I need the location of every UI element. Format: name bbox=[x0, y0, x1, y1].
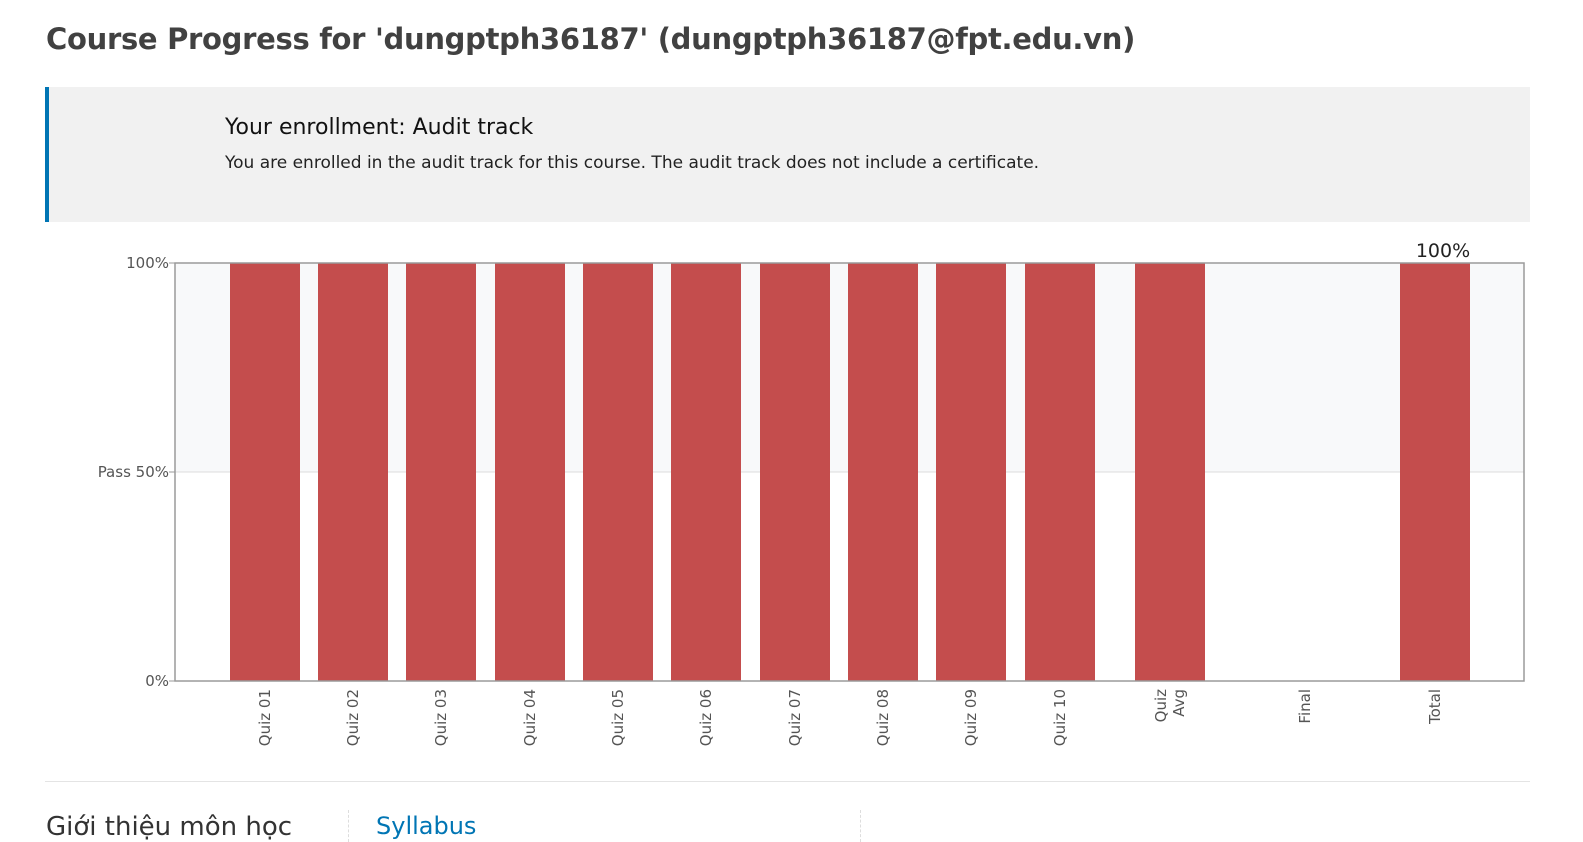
bar-quiz-01 bbox=[230, 263, 300, 681]
y-tick-label: Pass 50% bbox=[98, 463, 169, 481]
chart-bars bbox=[230, 263, 1470, 681]
x-tick-label: Total bbox=[1426, 689, 1444, 725]
x-tick-label: Quiz 07 bbox=[786, 689, 804, 746]
bar-quiz-02 bbox=[318, 263, 388, 681]
bar-quiz-06 bbox=[671, 263, 741, 681]
x-tick-quiz-06: Quiz 06 bbox=[697, 689, 715, 746]
x-tick-quiz-01: Quiz 01 bbox=[256, 689, 274, 746]
x-tick-quiz-10: Quiz 10 bbox=[1051, 689, 1069, 746]
bar-quiz-04 bbox=[495, 263, 565, 681]
bar-quiz-avg bbox=[1135, 263, 1205, 681]
y-axis-ticks: 100% Pass 50% 0% bbox=[98, 254, 175, 690]
bar-quiz-08 bbox=[848, 263, 918, 681]
x-tick-label: Quiz 05 bbox=[609, 689, 627, 746]
x-tick-label: Quiz 02 bbox=[344, 689, 362, 746]
x-tick-label: Quiz 09 bbox=[962, 689, 980, 746]
x-tick-quiz-05: Quiz 05 bbox=[609, 689, 627, 746]
x-axis-ticks: Quiz 01 Quiz 02 Quiz 03 Quiz 04 Quiz 05 Quiz … bbox=[256, 689, 1444, 746]
x-tick-quiz-09: Quiz 09 bbox=[962, 689, 980, 746]
x-tick-quiz-02: Quiz 02 bbox=[344, 689, 362, 746]
x-tick-label: Quiz 06 bbox=[697, 689, 715, 746]
section-divider bbox=[45, 781, 1530, 782]
x-tick-label: Quiz bbox=[1152, 689, 1170, 722]
x-tick-label: Final bbox=[1296, 689, 1314, 724]
x-tick-final: Final bbox=[1296, 689, 1314, 724]
bar-quiz-09 bbox=[936, 263, 1006, 681]
x-tick-label: Quiz 08 bbox=[874, 689, 892, 746]
bar-quiz-05 bbox=[583, 263, 653, 681]
x-tick-label: Quiz 01 bbox=[256, 689, 274, 746]
x-tick-quiz-avg: Quiz Avg bbox=[1152, 689, 1188, 722]
x-tick-label: Quiz 10 bbox=[1051, 689, 1069, 746]
x-tick-quiz-04: Quiz 04 bbox=[521, 689, 539, 746]
y-tick-label: 100% bbox=[126, 254, 169, 272]
bar-quiz-10 bbox=[1025, 263, 1095, 681]
enrollment-heading: Your enrollment: Audit track bbox=[225, 115, 534, 140]
syllabus-link[interactable]: Syllabus bbox=[376, 812, 477, 840]
bar-total bbox=[1400, 263, 1470, 681]
enrollment-message-box: Your enrollment: Audit track You are enr… bbox=[45, 87, 1530, 222]
x-tick-quiz-03: Quiz 03 bbox=[432, 689, 450, 746]
bar-quiz-07 bbox=[760, 263, 830, 681]
x-tick-total: Total bbox=[1426, 689, 1444, 725]
x-tick-label: Quiz 03 bbox=[432, 689, 450, 746]
enrollment-message: You are enrolled in the audit track for … bbox=[225, 153, 1040, 173]
total-value-label: 100% bbox=[1416, 240, 1470, 262]
x-tick-label: Avg bbox=[1170, 689, 1188, 717]
column-separator bbox=[348, 810, 349, 842]
x-tick-quiz-07: Quiz 07 bbox=[786, 689, 804, 746]
x-tick-label: Quiz 04 bbox=[521, 689, 539, 746]
y-tick-label: 0% bbox=[145, 672, 169, 690]
grade-chart: 100%Pass 50%0% Quiz 01 Quiz 02 Quiz 03 Quiz… bbox=[98, 240, 1525, 746]
bar-quiz-03 bbox=[406, 263, 476, 681]
course-intro-heading: Giới thiệu môn học bbox=[46, 812, 293, 842]
x-tick-quiz-08: Quiz 08 bbox=[874, 689, 892, 746]
column-separator bbox=[860, 810, 861, 842]
page-title: Course Progress for 'dungptph36187' (dun… bbox=[46, 22, 1136, 56]
